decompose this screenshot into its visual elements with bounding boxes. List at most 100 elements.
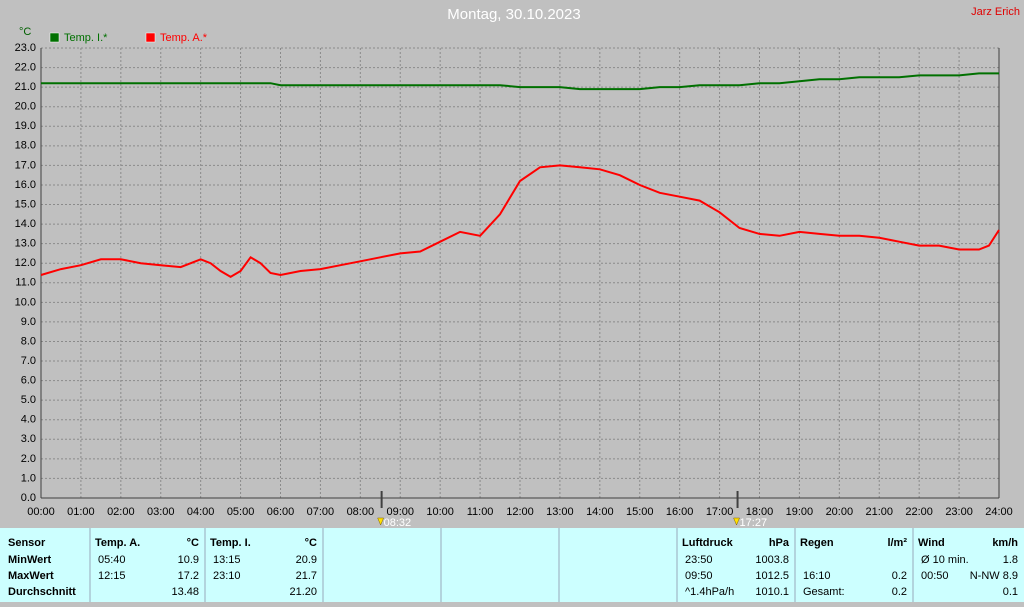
stats-row-label: MinWert: [8, 554, 52, 566]
legend-label: Temp. I.*: [64, 32, 108, 44]
stats-cell: 12:15: [98, 570, 126, 582]
y-tick-label: 5.0: [21, 394, 36, 406]
x-tick-label: 19:00: [786, 506, 814, 518]
stats-cell: 23:10: [213, 570, 241, 582]
x-tick-label: 00:00: [27, 506, 55, 518]
x-tick-label: 02:00: [107, 506, 135, 518]
stats-unit: hPa: [769, 537, 790, 549]
x-tick-label: 20:00: [826, 506, 854, 518]
stats-value: 0.1: [1003, 586, 1018, 598]
y-tick-label: 1.0: [21, 472, 36, 484]
y-tick-label: 22.0: [15, 61, 36, 73]
x-tick-label: 18:00: [746, 506, 774, 518]
stats-value: 21.7: [296, 570, 317, 582]
x-tick-label: 04:00: [187, 506, 215, 518]
stats-cell: ^1.4hPa/h: [685, 586, 734, 598]
stats-unit: km/h: [992, 537, 1018, 549]
y-tick-label: 12.0: [15, 257, 36, 269]
stats-header: Regen: [800, 537, 834, 549]
x-tick-label: 16:00: [666, 506, 694, 518]
stats-row-label: Durchschnitt: [8, 586, 76, 598]
sun-icon: [733, 517, 740, 526]
x-tick-label: 07:00: [307, 506, 335, 518]
data-line: [40, 164, 1000, 279]
stats-unit: °C: [187, 537, 199, 549]
x-tick-label: 01:00: [67, 506, 95, 518]
data-line: [41, 72, 999, 91]
y-tick-label: 10.0: [15, 296, 36, 308]
stats-header: Wind: [918, 537, 945, 549]
y-tick-label: 16.0: [15, 179, 36, 191]
stats-value: 1.8: [1003, 554, 1018, 566]
stats-cell: Ø 10 min.: [921, 554, 969, 566]
stats-header: Luftdruck: [682, 537, 734, 549]
x-tick-label: 11:00: [467, 506, 494, 518]
stats-value: 17.2: [178, 570, 199, 582]
y-tick-label: 21.0: [15, 81, 36, 93]
y-tick-label: 19.0: [15, 120, 36, 132]
sun-label: 17:27: [740, 517, 768, 529]
x-tick-label: 12:00: [506, 506, 534, 518]
stats-cell: 05:40: [98, 554, 126, 566]
stats-value: 1010.1: [755, 586, 789, 598]
stats-cell: 09:50: [685, 570, 713, 582]
stats-header: Temp. A.: [95, 537, 140, 549]
x-tick-label: 06:00: [267, 506, 295, 518]
y-tick-label: 9.0: [21, 316, 36, 328]
stats-unit: °C: [305, 537, 317, 549]
stats-row-label: MaxWert: [8, 570, 54, 582]
x-tick-label: 10:00: [426, 506, 454, 518]
y-tick-label: 13.0: [15, 238, 36, 250]
stats-header: Temp. I.: [210, 537, 251, 549]
sun-icon: [377, 517, 385, 526]
legend-label: Temp. A.*: [160, 32, 208, 44]
y-tick-label: 7.0: [21, 355, 36, 367]
stats-cell: 00:50: [921, 570, 949, 582]
x-tick-label: 17:00: [706, 506, 734, 518]
y-tick-label: 18.0: [15, 140, 36, 152]
stats-cell: 13:15: [213, 554, 241, 566]
stats-value: 1003.8: [755, 554, 789, 566]
y-tick-label: 4.0: [21, 414, 36, 426]
y-tick-label: 23.0: [15, 42, 36, 54]
legend-swatch: [49, 32, 60, 43]
stats-value: 0.2: [892, 586, 907, 598]
x-tick-label: 13:00: [546, 506, 574, 518]
y-tick-label: 17.0: [15, 159, 36, 171]
x-tick-label: 15:00: [626, 506, 654, 518]
stats-value: 20.9: [296, 554, 317, 566]
stats-cell: Gesamt:: [803, 586, 845, 598]
author: Jarz Erich: [971, 6, 1020, 18]
y-tick-label: 20.0: [15, 101, 36, 113]
stats-value: 0.2: [892, 570, 907, 582]
y-tick-label: 0.0: [21, 492, 36, 504]
x-tick-label: 14:00: [586, 506, 614, 518]
stats-cell: 16:10: [803, 570, 831, 582]
y-tick-label: 11.0: [15, 277, 36, 289]
stats-value: 21.20: [289, 586, 317, 598]
stats-cell: 23:50: [685, 554, 713, 566]
x-tick-label: 08:00: [347, 506, 375, 518]
stats-panel: [0, 528, 1024, 602]
x-tick-label: 05:00: [227, 506, 255, 518]
legend-swatch: [145, 32, 156, 43]
x-tick-label: 23:00: [945, 506, 973, 518]
stats-value: N-NW 8.9: [970, 570, 1018, 582]
y-tick-label: 6.0: [21, 375, 36, 387]
stats-value: 1012.5: [755, 570, 789, 582]
x-tick-label: 21:00: [865, 506, 893, 518]
stats-value: 10.9: [178, 554, 199, 566]
sun-label: 08:32: [384, 517, 412, 529]
stats-unit: l/m²: [887, 537, 907, 549]
x-tick-label: 22:00: [905, 506, 933, 518]
y-tick-label: 3.0: [21, 433, 36, 445]
y-tick-label: 15.0: [15, 198, 36, 210]
stats-value: 13.48: [171, 586, 199, 598]
chart-title: Montag, 30.10.2023: [447, 6, 580, 23]
x-tick-label: 24:00: [985, 506, 1013, 518]
stats-row-label: Sensor: [8, 537, 46, 549]
y-axis-label: °C: [19, 26, 31, 38]
y-tick-label: 2.0: [21, 453, 36, 465]
